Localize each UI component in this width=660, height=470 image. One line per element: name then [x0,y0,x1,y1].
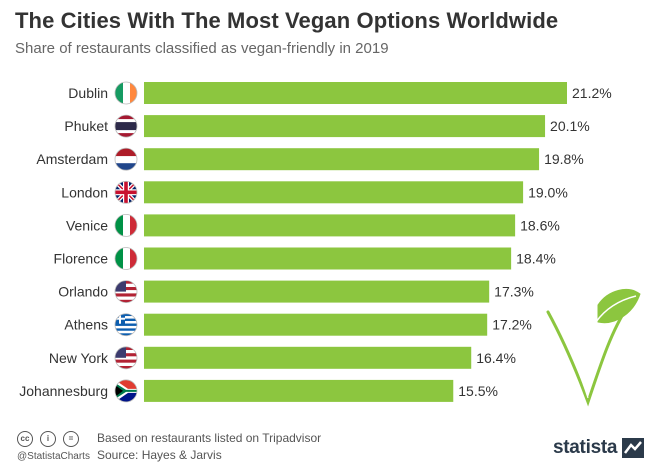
value-label: 21.2% [572,85,612,101]
category-label: New York [49,350,109,366]
value-label: 20.1% [550,118,590,134]
creative-commons-icon: cc [17,431,33,447]
bar-dublin [144,82,567,104]
statista-logo-icon [622,438,644,458]
chart-title: The Cities With The Most Vegan Options W… [15,8,559,33]
bar-phuket [144,115,546,138]
category-label: Phuket [64,118,108,134]
flag-usa-flag-6 [114,280,138,304]
vegan-leaf-icon [546,289,641,407]
attribution-icon: i [40,431,56,447]
category-label: Athens [64,317,108,333]
bar-london [144,181,524,204]
flag-thailand-flag-1 [114,114,138,138]
category-label: Amsterdam [36,151,108,167]
flag-ireland-flag-0 [114,81,138,105]
value-label: 15.5% [458,383,498,399]
category-label: Johannesburg [19,383,108,399]
bar-new-york [144,346,472,369]
category-label: Orlando [58,284,108,300]
bar-venice [144,214,516,237]
flag-netherlands-flag-2 [114,147,138,171]
no-derivatives-icon: = [63,431,79,447]
category-label: Dublin [68,85,108,101]
value-label: 16.4% [476,350,516,366]
flag-uk-flag-3 [114,180,138,204]
bar-orlando [144,280,490,303]
chart-subtitle: Share of restaurants classified as vegan… [15,40,389,57]
statista-handle: @StatistaCharts [17,451,90,462]
flag-greece-flag-7 [114,313,138,337]
category-label: Venice [66,217,108,233]
value-label: 17.2% [492,317,532,333]
chart-footer: cc i = @StatistaCharts Based on restaura… [0,424,660,470]
chart-note: Based on restaurants listed on Tripadvis… [97,431,322,445]
flag-usa-flag-8 [114,346,138,370]
value-label: 19.8% [544,151,584,167]
bar-johannesburg [144,379,454,402]
category-label: London [61,184,108,200]
bar-amsterdam [144,148,540,171]
statista-logo[interactable]: statista [553,437,618,458]
flag-italy-flag-4 [114,213,138,237]
chart-source: Source: Hayes & Jarvis [97,448,222,462]
flag-south-africa-flag-9 [114,379,138,403]
category-label: Florence [54,251,109,267]
value-label: 17.3% [494,284,534,300]
bar-florence [144,247,512,270]
flag-italy-flag-5 [114,247,138,270]
value-label: 18.6% [520,217,560,233]
bar-athens [144,313,488,336]
value-label: 18.4% [516,251,556,267]
value-label: 19.0% [528,184,568,200]
